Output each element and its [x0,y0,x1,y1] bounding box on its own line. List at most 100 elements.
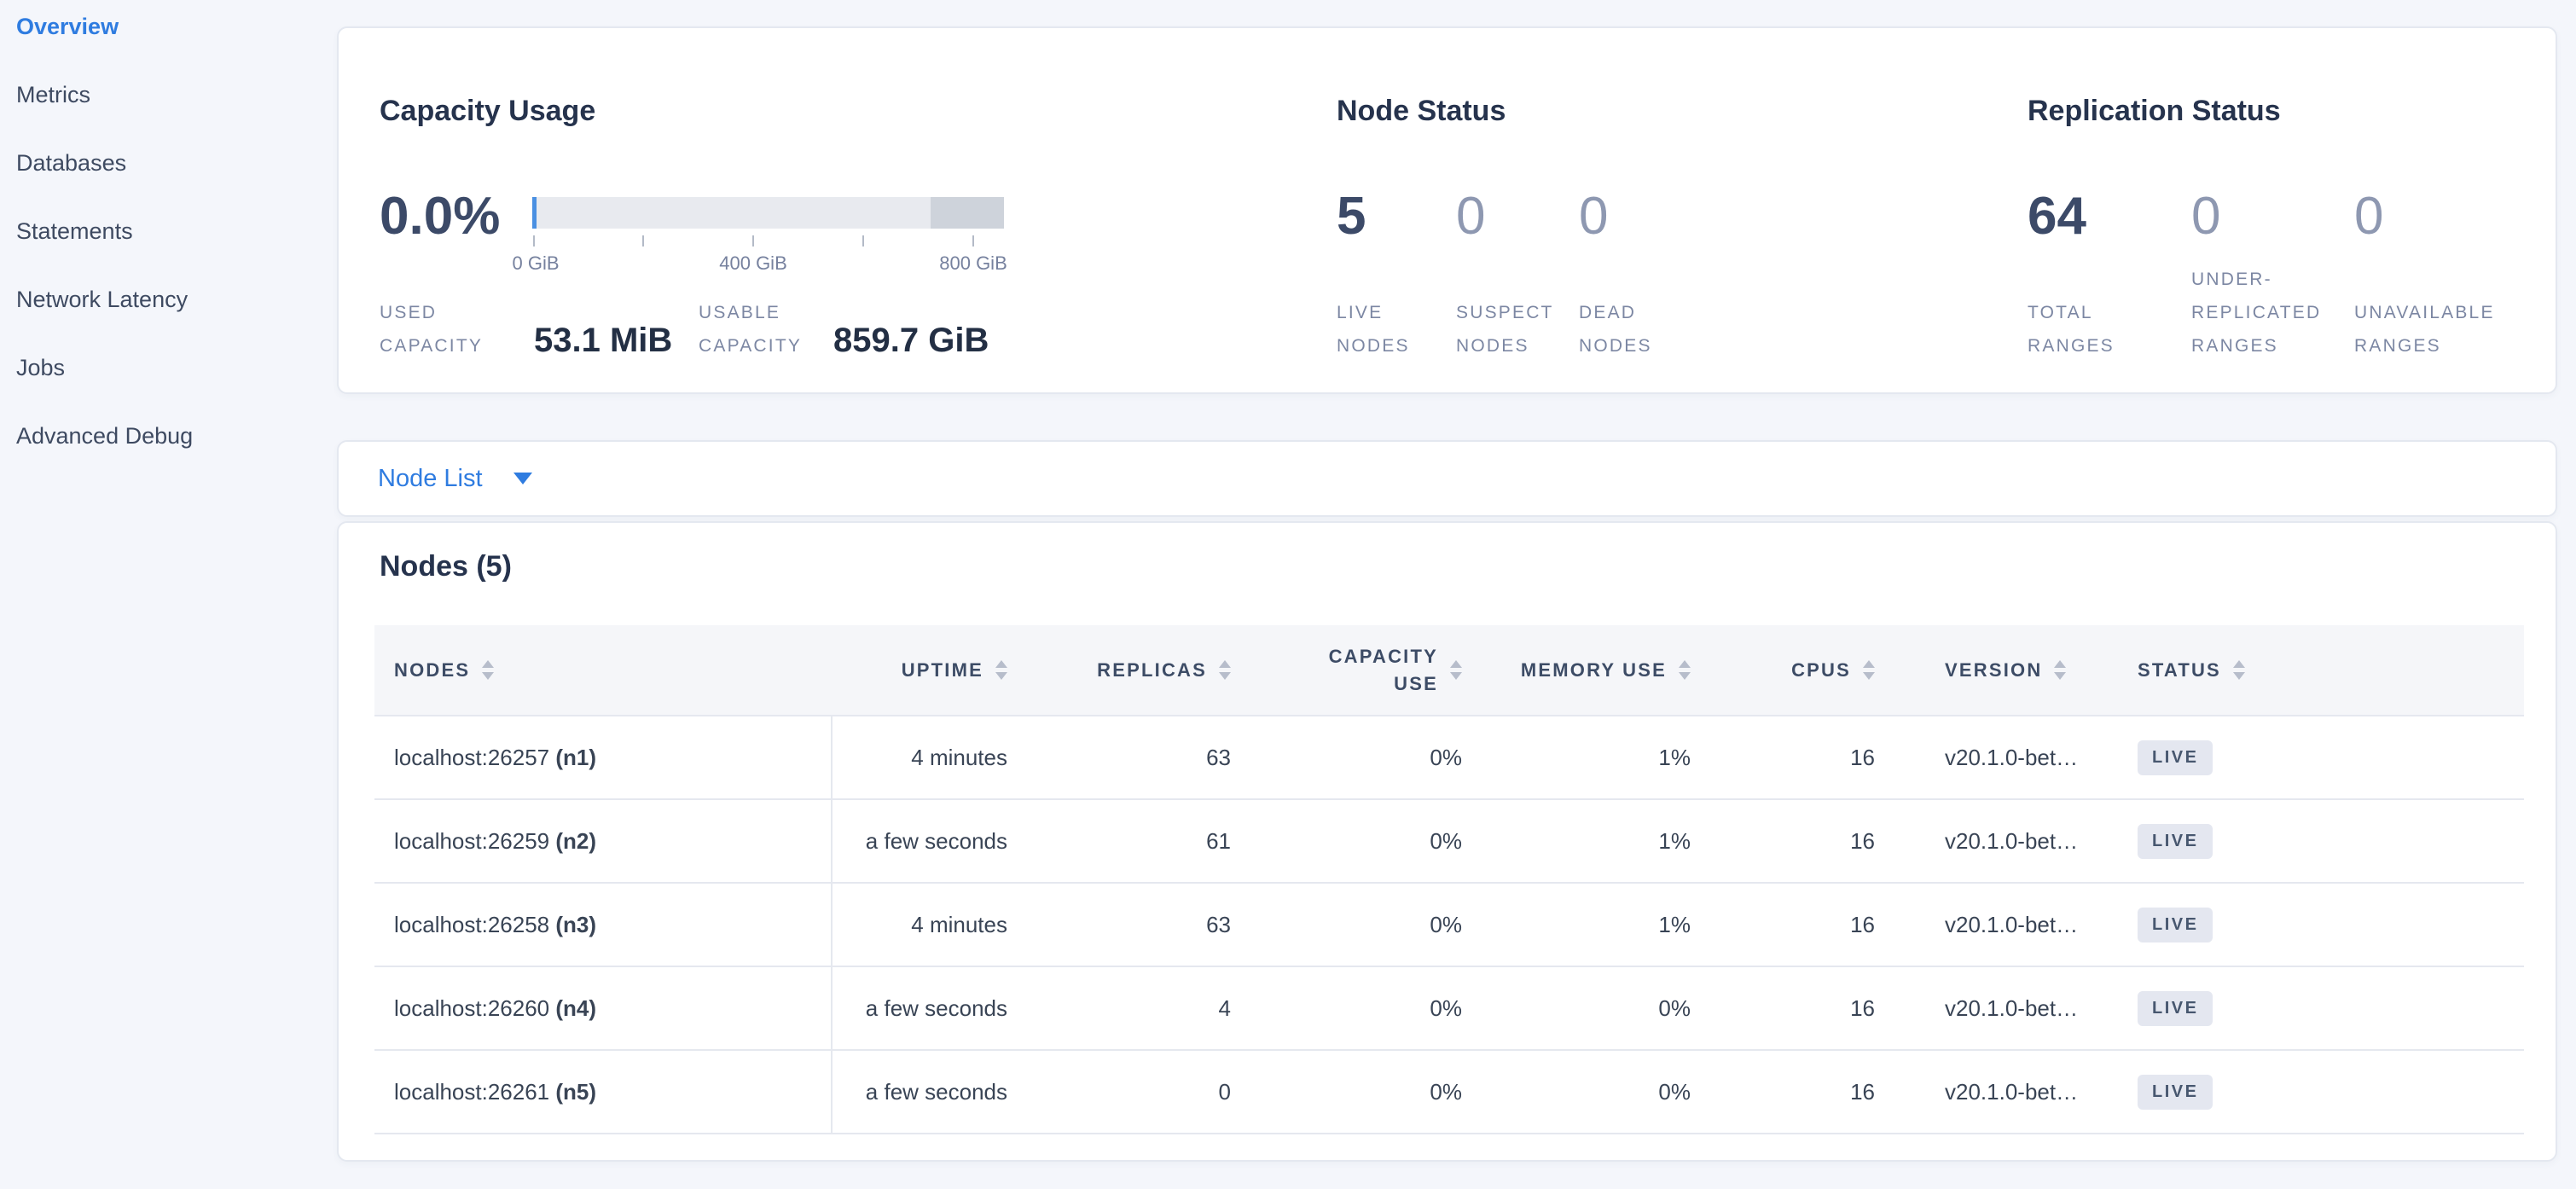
sidebar-item-metrics[interactable]: Metrics [16,81,90,107]
table-row: localhost:26257 (n1) 4 minutes 63 0% 1% … [374,716,2524,799]
column-header-version[interactable]: VERSION [1895,659,2121,682]
capacity-use-cell: 0% [1251,716,1482,799]
capacity-bar-chart [532,197,1004,229]
total-ranges-count: 64 [2028,187,2086,246]
node-address-link[interactable]: localhost:26260 (n4) [394,995,596,1021]
node-address: localhost:26261 [394,1078,550,1105]
sort-icon [2054,660,2067,680]
column-header-status[interactable]: STATUS [2121,659,2524,682]
suspect-nodes-stat: 0 SUSPECT NODES [1456,190,1574,363]
sort-icon [1450,660,1462,680]
sort-icon [1863,660,1875,680]
memory-use-cell: 1% [1482,799,1711,883]
unavailable-ranges-stat: 0 UNAVAILABLE RANGES [2354,190,2555,363]
capacity-use-cell: 0% [1251,883,1482,966]
column-header-memory-use[interactable]: MEMORY USE [1482,659,1711,682]
column-header-replicas[interactable]: REPLICAS [1028,659,1251,682]
node-address-link[interactable]: localhost:26258 (n3) [394,912,596,937]
node-address-link[interactable]: localhost:26257 (n1) [394,745,596,770]
memory-use-cell: 0% [1482,1050,1711,1134]
used-capacity-label: USED CAPACITY [380,303,484,357]
cpus-cell: 16 [1711,966,1895,1050]
axis-tick [862,235,864,246]
node-id: (n2) [555,827,597,854]
table-row: localhost:26260 (n4) a few seconds 4 0% … [374,966,2524,1050]
axis-tick [752,235,754,246]
live-nodes-count: 5 [1337,187,1366,246]
replicas-cell: 63 [1028,883,1251,966]
live-nodes-stat: 5 LIVE NODES [1337,190,1443,363]
node-address: localhost:26259 [394,827,550,854]
sidebar-item-network-latency[interactable]: Network Latency [16,286,189,312]
axis-label-0: 0 GiB [512,252,560,274]
column-header-label: MEMORY USE [1520,658,1667,681]
version-cell: v20.1.0-bet… [1895,799,2121,883]
memory-use-cell: 1% [1482,883,1711,966]
sidebar-item-statements[interactable]: Statements [16,218,133,244]
capacity-bar-remainder-segment [931,197,1004,229]
memory-use-cell: 0% [1482,966,1711,1050]
capacity-bar-used-marker [532,197,537,229]
unavailable-ranges-label: UNAVAILABLE RANGES [2354,303,2495,357]
column-header-label: STATUS [2138,658,2221,681]
column-header-label: REPLICAS [1097,658,1207,681]
node-address: localhost:26257 [394,744,550,770]
node-address-link[interactable]: localhost:26261 (n5) [394,1079,596,1105]
sidebar-item-databases[interactable]: Databases [16,149,127,176]
under-replicated-ranges-stat: 0 UNDER-REPLICATED RANGES [2191,190,2349,363]
unavailable-ranges-count: 0 [2354,187,2384,246]
column-header-uptime[interactable]: UPTIME [832,659,1028,682]
sidebar-item-advanced-debug[interactable]: Advanced Debug [16,422,194,449]
uptime-cell: a few seconds [832,1050,1028,1134]
cpus-cell: 16 [1711,716,1895,799]
version-cell: v20.1.0-bet… [1895,716,2121,799]
caret-down-icon [513,473,532,484]
capacity-usage-title: Capacity Usage [380,95,596,127]
live-nodes-label: LIVE NODES [1337,303,1410,357]
sort-icon [995,660,1007,680]
node-id: (n1) [555,744,597,770]
memory-use-cell: 1% [1482,716,1711,799]
capacity-bar-axis: 0 GiB 400 GiB 800 GiB [512,235,1007,278]
sidebar-item-overview[interactable]: Overview [16,13,119,39]
replication-status-title: Replication Status [2028,95,2281,127]
column-header-cpus[interactable]: CPUS [1711,659,1895,682]
nodes-card: Nodes (5) NODES UPTIME REPLICAS CAPACITY… [337,521,2557,1162]
dead-nodes-stat: 0 DEAD NODES [1579,190,1690,363]
node-id: (n4) [555,995,597,1021]
column-header-label: NODES [394,658,471,681]
column-header-label: CAPACITY USE [1328,645,1438,694]
node-id: (n3) [555,911,597,937]
usable-capacity-value: 859.7 GiB [833,322,989,359]
cpus-cell: 16 [1711,1050,1895,1134]
status-badge: LIVE [2138,907,2213,942]
sort-icon [1219,660,1231,680]
table-header-row: NODES UPTIME REPLICAS CAPACITY USE MEMOR… [374,625,2524,716]
axis-tick [972,235,974,246]
replicas-cell: 0 [1028,1050,1251,1134]
column-header-capacity-use[interactable]: CAPACITY USE [1251,643,1482,698]
capacity-use-cell: 0% [1251,966,1482,1050]
column-header-label: VERSION [1945,658,2043,681]
node-address-link[interactable]: localhost:26259 (n2) [394,828,596,854]
uptime-cell: 4 minutes [832,716,1028,799]
sort-icon [1679,660,1691,680]
capacity-use-cell: 0% [1251,1050,1482,1134]
dead-nodes-label: DEAD NODES [1579,303,1652,357]
used-capacity-value: 53.1 MiB [534,322,673,359]
column-header-nodes[interactable]: NODES [374,659,832,682]
status-badge: LIVE [2138,740,2213,775]
sort-icon [2232,660,2245,680]
table-row: localhost:26261 (n5) a few seconds 0 0% … [374,1050,2524,1134]
sort-icon [482,660,495,680]
version-cell: v20.1.0-bet… [1895,883,2121,966]
node-id: (n5) [555,1078,597,1105]
uptime-cell: a few seconds [832,799,1028,883]
nodes-table-title: Nodes (5) [380,550,512,583]
status-badge: LIVE [2138,1074,2213,1110]
uptime-cell: a few seconds [832,966,1028,1050]
cpus-cell: 16 [1711,883,1895,966]
sidebar-item-jobs[interactable]: Jobs [16,354,66,380]
node-list-dropdown[interactable]: Node List [337,440,2557,517]
